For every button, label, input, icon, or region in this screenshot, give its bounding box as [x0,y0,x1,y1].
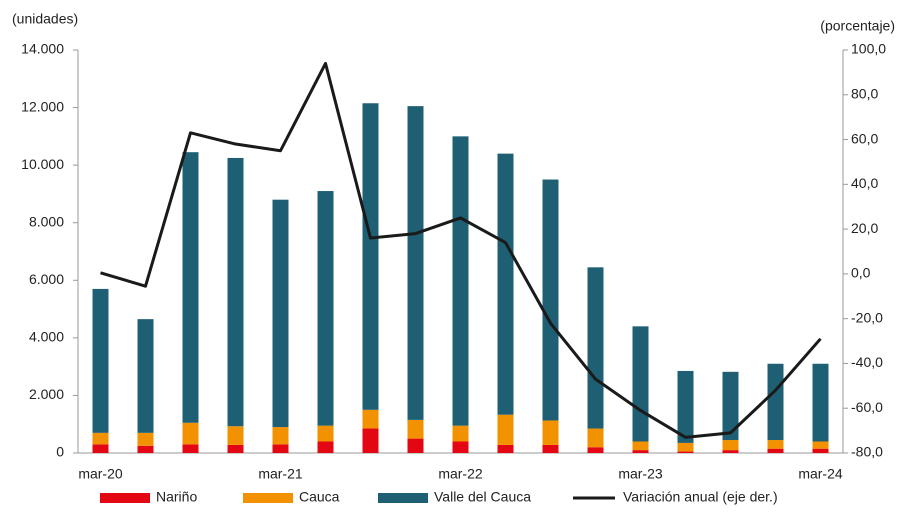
bar-segment [632,450,649,453]
bar-segment [227,157,244,427]
bar-segment [497,153,514,415]
bar-segment [317,191,334,426]
bar-segment [227,426,244,445]
bar-segment [542,179,559,421]
bar-segment [272,427,289,445]
bar-segment [182,444,199,453]
y2-tick-label: 80,0 [851,85,878,101]
y-tick-label: 6.000 [29,271,64,287]
y2-tick-label: 100,0 [851,41,886,57]
bar-segment [632,326,649,442]
bar-segment [407,106,424,420]
bar-segment [587,267,604,429]
bar-segment [452,136,469,426]
bar-segment [92,432,109,445]
bar-segment [587,428,604,448]
bar-segment [317,425,334,442]
bar-segment [362,409,379,429]
legend-label: Cauca [299,489,340,505]
y-tick-label: 14.000 [21,41,64,57]
bar-segment [227,444,244,453]
bar-segment [182,422,199,445]
bar-segment [452,425,469,442]
bar-segment [497,444,514,453]
bar-segment [722,371,739,441]
y-tick-label: 2.000 [29,386,64,402]
bar-segment [767,448,784,453]
x-tick-label: mar-20 [78,466,123,482]
bar-segment [497,414,514,445]
legend-swatch [243,493,293,503]
bar-segment [92,444,109,453]
y-tick-label: 0 [56,444,64,460]
y2-tick-label: 20,0 [851,220,878,236]
y2-tick-label: 60,0 [851,130,878,146]
bar-segment [542,444,559,453]
bar-segment [542,420,559,445]
x-tick-label: mar-24 [798,466,843,482]
legend-label: Nariño [156,489,197,505]
y2-tick-label: -80,0 [851,444,883,460]
y2-tick-label: 40,0 [851,175,878,191]
bar-segment [137,319,154,433]
bar-segment [92,288,109,433]
bar-segment [677,442,694,452]
bar-segment [362,103,379,410]
bar-segment [317,441,334,453]
bar-segment [272,199,289,428]
y2-axis-label: (porcentaje) [820,18,895,34]
bar-segment [407,419,424,439]
bar-segment [362,428,379,453]
x-tick-label: mar-22 [438,466,483,482]
bar-segment [452,441,469,453]
bar-segment [767,440,784,449]
y-tick-label: 10.000 [21,156,64,172]
y2-tick-label: -40,0 [851,354,883,370]
bar-segment [812,363,829,442]
y-axis-label: (unidades) [12,11,78,27]
bar-segment [812,441,829,449]
bar-segment [722,440,739,451]
bar-segment [632,441,649,451]
bar-segment [272,444,289,453]
bar-segment [812,448,829,453]
bar-segment [137,432,154,446]
y-tick-label: 12.000 [21,98,64,114]
bar-segment [677,451,694,453]
bar-segment [137,445,154,453]
line-series [100,61,822,439]
bar-segment [677,370,694,443]
y-tick-label: 4.000 [29,329,64,345]
y2-tick-label: -60,0 [851,399,883,415]
legend-label: Valle del Cauca [434,489,531,505]
bar-segment [407,438,424,453]
legend-label: Variación anual (eje der.) [623,489,778,505]
legend-swatch [100,493,150,503]
bar-segment [182,152,199,423]
legend-swatch [378,493,428,503]
bar-segment [722,450,739,453]
x-tick-label: mar-23 [618,466,663,482]
y2-tick-label: 0,0 [851,265,871,281]
bar-segment [767,363,784,441]
x-tick-label: mar-21 [258,466,303,482]
y2-tick-label: -20,0 [851,309,883,325]
bar-segment [587,447,604,453]
y-tick-label: 8.000 [29,213,64,229]
